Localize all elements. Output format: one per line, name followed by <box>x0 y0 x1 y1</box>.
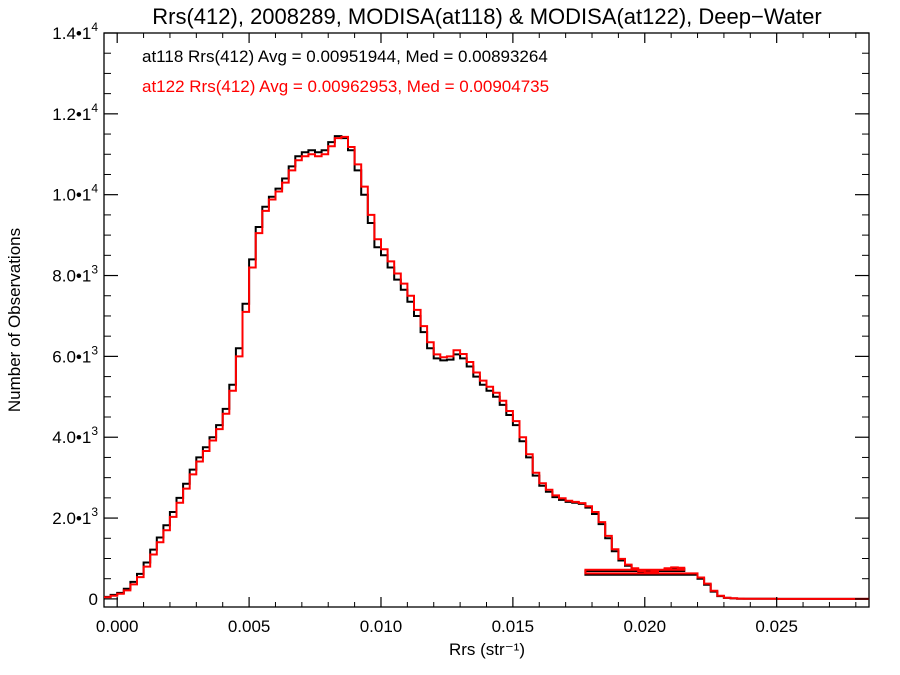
x-tick-label: 0.010 <box>360 617 403 636</box>
y-tick-mantissa: 2.0•1 <box>52 509 91 528</box>
series-line-at118 <box>104 135 869 600</box>
series-line-at122 <box>104 135 869 600</box>
y-tick-exponent: 3 <box>91 424 98 438</box>
x-tick-label: 0.020 <box>624 617 667 636</box>
annotation-at122: at122 Rrs(412) Avg = 0.00962953, Med = 0… <box>142 77 549 96</box>
y-tick-label: 8.0•13 <box>52 263 98 286</box>
chart-title: Rrs(412), 2008289, MODISA(at118) & MODIS… <box>152 4 821 29</box>
y-tick-label: 4.0•13 <box>52 424 98 447</box>
x-tick-label: 0.015 <box>492 617 535 636</box>
y-tick-mantissa: 1.0•1 <box>52 186 91 205</box>
series-layer <box>104 135 869 600</box>
y-tick-exponent: 4 <box>91 182 98 196</box>
y-tick-mantissa: 8.0•1 <box>52 267 91 286</box>
plot-border <box>103 32 870 608</box>
y-tick-mantissa: 1.2•1 <box>52 105 91 124</box>
x-axis: 0.000 0.005 0.010 0.015 0.020 0.025 <box>96 33 857 636</box>
y-tick-exponent: 4 <box>91 101 98 115</box>
y-tick-mantissa: 1.4•1 <box>52 24 91 43</box>
x-tick-label: 0.025 <box>755 617 798 636</box>
annotation-at118: at118 Rrs(412) Avg = 0.00951944, Med = 0… <box>142 47 548 66</box>
y-tick-label: 2.0•13 <box>52 505 98 528</box>
y-tick-exponent: 3 <box>91 343 98 357</box>
y-tick-label: 0 <box>89 590 98 609</box>
y-axis: 02.0•134.0•136.0•138.0•131.0•141.2•141.4… <box>52 20 869 609</box>
y-tick-mantissa: 0 <box>89 590 98 609</box>
y-tick-mantissa: 4.0•1 <box>52 428 91 447</box>
y-tick-exponent: 3 <box>91 263 98 277</box>
x-tick-label: 0.005 <box>228 617 271 636</box>
y-tick-exponent: 4 <box>91 20 98 34</box>
y-tick-label: 1.2•14 <box>52 101 98 124</box>
y-tick-label: 6.0•13 <box>52 343 98 366</box>
y-tick-label: 1.4•14 <box>52 20 98 43</box>
x-tick-label: 0.000 <box>96 617 139 636</box>
plot-frame <box>103 32 870 608</box>
x-axis-title: Rrs (str⁻¹) <box>449 640 525 659</box>
y-tick-exponent: 3 <box>91 505 98 519</box>
y-tick-label: 1.0•14 <box>52 182 98 205</box>
y-tick-mantissa: 6.0•1 <box>52 347 91 366</box>
y-axis-title: Number of Observations <box>5 228 24 412</box>
